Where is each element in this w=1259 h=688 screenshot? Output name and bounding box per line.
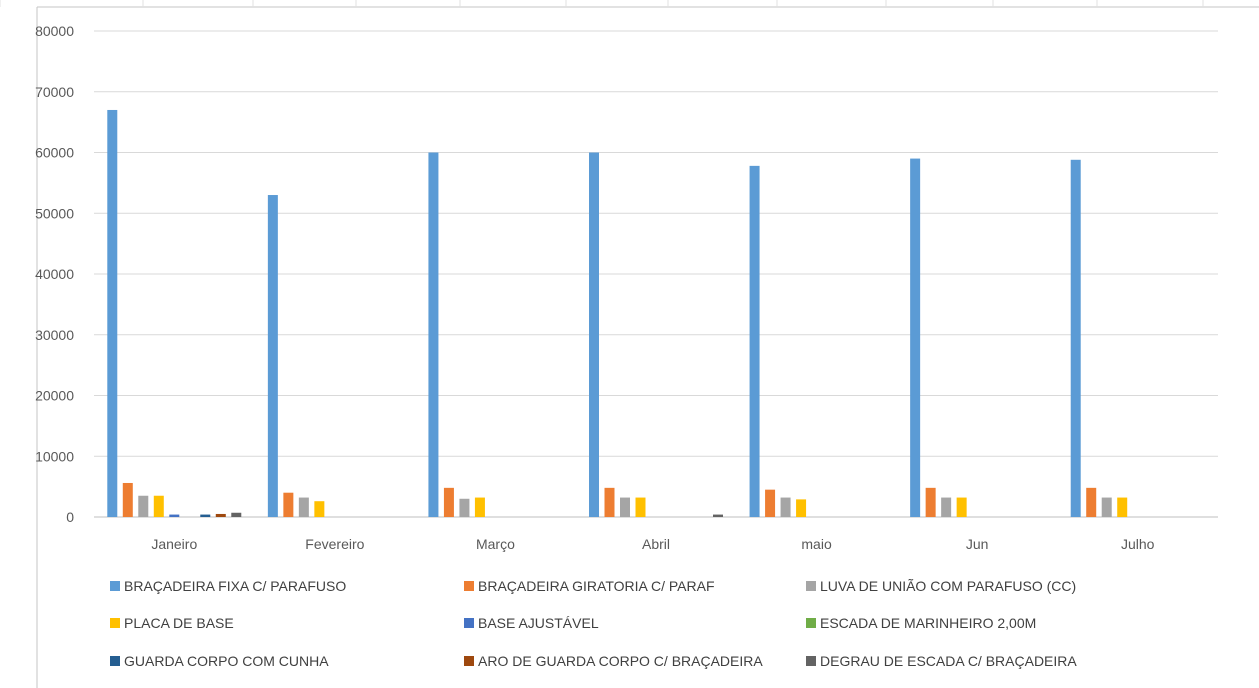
x-tick-label: Julho (1121, 536, 1155, 552)
legend-label: BRAÇADEIRA FIXA C/ PARAFUSO (124, 578, 346, 594)
legend-item[interactable]: ARO DE GUARDA CORPO C/ BRAÇADEIRA (464, 653, 763, 669)
legend-swatch (464, 581, 474, 591)
y-tick-label: 80000 (35, 23, 74, 39)
bar (713, 514, 723, 517)
bar (925, 487, 936, 517)
x-tick-label: Jun (966, 536, 989, 552)
legend-item[interactable]: BASE AJUSTÁVEL (464, 615, 599, 631)
legend-item[interactable]: DEGRAU DE ESCADA C/ BRAÇADEIRA (806, 653, 1077, 669)
y-tick-label: 0 (66, 509, 74, 525)
legend-swatch (464, 618, 474, 628)
legend-label: GUARDA CORPO COM CUNHA (124, 653, 329, 669)
bar (1070, 159, 1081, 518)
legend-swatch (464, 656, 474, 666)
bar (200, 514, 211, 517)
y-axis: 0 10000 20000 30000 40000 50000 60000 70000 8000… (35, 23, 74, 525)
legend-label: ESCADA DE MARINHEIRO 2,00M (820, 615, 1036, 631)
legend-swatch (110, 618, 120, 628)
legend-swatch (806, 618, 816, 628)
legend-swatch (110, 656, 120, 666)
y-tick-label: 10000 (35, 448, 74, 464)
bars (107, 109, 1128, 518)
bar (215, 513, 226, 517)
bar (428, 152, 439, 517)
bar (635, 497, 646, 517)
legend-item[interactable]: GUARDA CORPO COM CUNHA (110, 653, 329, 669)
bar (122, 482, 133, 517)
bar (138, 495, 149, 517)
bar (459, 498, 470, 517)
bar (169, 514, 180, 517)
legend-item[interactable]: LUVA DE UNIÃO COM PARAFUSO (CC) (806, 578, 1076, 594)
bar (474, 497, 485, 517)
bar (796, 499, 807, 517)
bar (443, 487, 454, 517)
bar (620, 497, 630, 517)
bar (780, 497, 791, 517)
bar (749, 165, 760, 518)
legend-label: BASE AJUSTÁVEL (478, 615, 599, 631)
legend-item[interactable]: ESCADA DE MARINHEIRO 2,00M (806, 615, 1036, 631)
bar (604, 487, 615, 517)
x-tick-label: maio (801, 536, 832, 552)
bar (941, 497, 952, 517)
bar (231, 512, 242, 517)
legend-swatch (110, 581, 120, 591)
y-tick-label: 40000 (35, 266, 74, 282)
y-tick-label: 20000 (35, 388, 74, 404)
legend-item[interactable]: PLACA DE BASE (110, 615, 234, 631)
bar (1086, 487, 1097, 517)
bar (1117, 497, 1128, 517)
legend-swatch (806, 656, 816, 666)
bar (910, 158, 921, 517)
legend-swatch (806, 581, 816, 591)
x-axis: Janeiro Fevereiro Março Abril maio Jun Julho (151, 536, 1154, 552)
bar (298, 497, 309, 517)
bar (1101, 497, 1112, 517)
legend-item[interactable]: BRAÇADEIRA FIXA C/ PARAFUSO (110, 578, 346, 594)
x-tick-label: Janeiro (151, 536, 197, 552)
bar (107, 109, 118, 517)
bar (283, 492, 294, 517)
x-tick-label: Fevereiro (305, 536, 364, 552)
y-tick-label: 30000 (35, 327, 74, 343)
legend-label: DEGRAU DE ESCADA C/ BRAÇADEIRA (820, 653, 1077, 669)
bar (314, 501, 325, 517)
legend-label: LUVA DE UNIÃO COM PARAFUSO (CC) (820, 578, 1076, 594)
bar (956, 497, 967, 517)
legend-item[interactable]: BRAÇADEIRA GIRATORIA C/ PARAF (464, 578, 715, 594)
bar (589, 152, 599, 517)
y-tick-label: 50000 (35, 205, 74, 221)
bar (153, 495, 164, 517)
bar (765, 489, 776, 517)
gridlines (94, 30, 1218, 518)
x-tick-label: Abril (642, 536, 670, 552)
x-tick-label: Março (476, 536, 515, 552)
legend: BRAÇADEIRA FIXA C/ PARAFUSO BRAÇADEIRA GI… (110, 578, 1077, 669)
y-tick-label: 60000 (35, 145, 74, 161)
legend-label: BRAÇADEIRA GIRATORIA C/ PARAF (478, 578, 715, 594)
legend-label: ARO DE GUARDA CORPO C/ BRAÇADEIRA (478, 653, 763, 669)
bar (267, 195, 278, 517)
legend-label: PLACA DE BASE (124, 615, 234, 631)
y-tick-label: 70000 (35, 84, 74, 100)
